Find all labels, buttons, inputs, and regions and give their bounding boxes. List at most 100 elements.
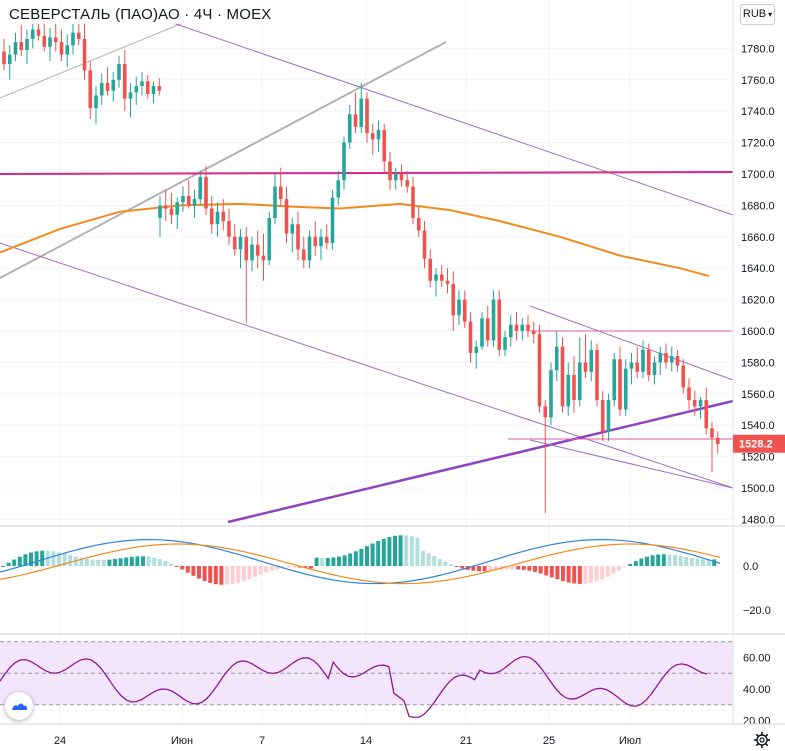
candle-body (105, 82, 110, 91)
macd-histogram-bar (544, 566, 549, 576)
macd-histogram-bar (202, 566, 207, 581)
candle-body (376, 130, 381, 140)
candle-body (209, 208, 214, 225)
macd-histogram-bar (191, 566, 196, 576)
macd-histogram-bar (712, 559, 717, 566)
last-price-label: 1528.2 (739, 439, 773, 451)
macd-histogram-bar (185, 566, 190, 573)
candle-body (606, 400, 611, 432)
macd-histogram-bar (353, 551, 358, 566)
candle-body (25, 38, 29, 50)
candle-body (145, 81, 150, 94)
macd-histogram-bar (454, 566, 459, 567)
tradingview-logo-icon[interactable] (5, 692, 33, 720)
macd-histogram-bar (141, 556, 145, 566)
candle-body (267, 217, 272, 261)
price-tick-label: 1680.0 (741, 200, 775, 212)
macd-histogram-bar (600, 566, 605, 580)
resistance-line (0, 171, 734, 175)
candle-body (48, 37, 52, 47)
macd-histogram-bar (269, 566, 274, 571)
candle-body (618, 359, 622, 410)
macd-histogram-bar (633, 561, 638, 566)
macd-histogram-bar (213, 566, 218, 585)
macd-histogram-bar (208, 566, 213, 583)
macd-histogram-bar (314, 557, 319, 566)
candle-body (451, 283, 456, 316)
candle-body (382, 130, 387, 162)
candle-body (186, 195, 191, 206)
candle-body (537, 334, 542, 407)
chevron-down-icon: ▾ (768, 10, 773, 19)
signal-line (0, 543, 721, 585)
price-tick-label: 1600.0 (741, 326, 775, 338)
macd-histogram-bar (281, 566, 285, 569)
macd-histogram-bar (527, 566, 532, 571)
currency-selector[interactable]: RUB ▾ (740, 4, 775, 25)
candle-body (238, 236, 243, 250)
candle-body (76, 32, 81, 39)
candle-body (330, 197, 335, 244)
macd-histogram-bar (348, 553, 353, 566)
currency-label: RUB (742, 8, 767, 20)
gear-icon[interactable] (753, 731, 771, 749)
macd-histogram-bar (617, 566, 621, 571)
candle-body (572, 374, 576, 401)
candle-body (468, 321, 473, 353)
candle-body (140, 81, 144, 87)
candle-body (65, 45, 70, 55)
candle-body (204, 177, 208, 209)
time-tick-label: 7 (259, 735, 265, 747)
trend-line (0, 41, 447, 279)
candle-body (370, 133, 375, 140)
candle-body (255, 244, 260, 256)
candle-body (462, 299, 467, 322)
ma-line (0, 202, 710, 278)
macd-histogram-bar (359, 548, 364, 566)
candle-body (388, 161, 392, 181)
candle-body (198, 177, 203, 200)
macd-histogram-bar (594, 566, 599, 582)
candle-body (336, 180, 341, 198)
rsi-tick-label: 40.00 (743, 684, 771, 696)
channel-line (529, 305, 734, 381)
candle-body (566, 374, 571, 407)
candle-body (284, 199, 289, 234)
macd-histogram-bar (365, 546, 369, 566)
candle-body (715, 437, 720, 445)
macd-histogram-bar (342, 555, 347, 566)
candle-body (428, 258, 433, 281)
macd-histogram-bar (510, 566, 515, 570)
macd-histogram-bar (292, 566, 297, 568)
candle-body (215, 211, 220, 225)
macd-histogram-bar (381, 538, 386, 566)
macd-histogram-bar (325, 557, 330, 566)
macd-histogram-bar (628, 563, 633, 566)
candle-body (2, 51, 6, 65)
time-tick-label: 24 (54, 735, 66, 747)
macd-histogram-bar (331, 557, 336, 566)
macd-histogram-bar (370, 543, 375, 566)
time-tick-label: 21 (460, 735, 472, 747)
channel-line-lower (0, 242, 734, 489)
candle-body (365, 98, 369, 134)
macd-histogram-bar (146, 556, 151, 566)
candle-body (151, 86, 156, 94)
macd-histogram-bar (197, 566, 201, 579)
trend-line (0, 19, 191, 99)
price-tick-label: 1660.0 (741, 232, 775, 244)
price-tick-label: 1560.0 (741, 389, 775, 401)
time-tick-label: Июн (171, 735, 193, 747)
macd-histogram-bar (320, 557, 325, 566)
macd-histogram-bar (561, 566, 565, 582)
macd-histogram-bar (225, 566, 229, 585)
candle-body (474, 346, 479, 353)
price-tick-label: 1500.0 (741, 483, 775, 495)
candle-body (307, 236, 312, 261)
macd-histogram-bar (555, 566, 560, 580)
macd-histogram-bar (449, 564, 453, 566)
channel-line-upper (169, 21, 734, 216)
macd-histogram-bar (219, 566, 224, 585)
candle-body (503, 337, 507, 350)
